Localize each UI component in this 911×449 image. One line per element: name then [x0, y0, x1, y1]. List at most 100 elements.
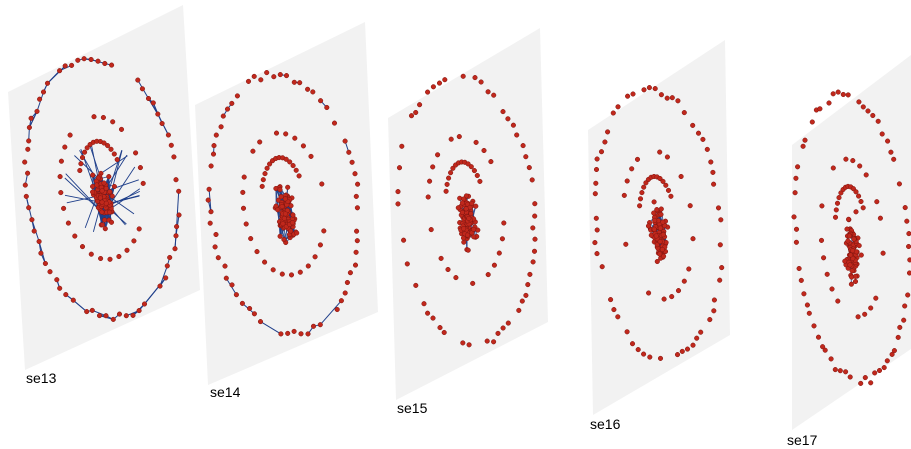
- network-node: [505, 116, 511, 122]
- network-node: [884, 358, 890, 364]
- network-node: [664, 95, 670, 101]
- network-node: [36, 238, 42, 245]
- network-node: [262, 259, 268, 265]
- network-node: [694, 335, 700, 341]
- network-node: [247, 305, 253, 312]
- network-node: [905, 292, 911, 298]
- network-node: [408, 113, 415, 119]
- network-node: [459, 209, 465, 216]
- network-node: [700, 136, 706, 142]
- network-node: [690, 122, 696, 128]
- network-node: [870, 112, 876, 119]
- network-node: [843, 369, 849, 375]
- network-node: [872, 370, 878, 376]
- network-node: [519, 298, 525, 304]
- network-node: [90, 172, 96, 178]
- network-node: [352, 262, 359, 268]
- network-node: [173, 177, 179, 183]
- network-node: [290, 163, 296, 169]
- network-node: [79, 244, 86, 250]
- network-node: [877, 215, 883, 221]
- network-node: [110, 316, 116, 322]
- network-node: [47, 269, 53, 275]
- network-node: [277, 72, 283, 78]
- network-node: [109, 62, 115, 68]
- network-node: [652, 86, 658, 92]
- network-node: [355, 181, 361, 187]
- network-node: [277, 233, 283, 239]
- network-node: [254, 249, 260, 255]
- network-node: [660, 232, 666, 238]
- network-node: [342, 138, 348, 144]
- network-node: [468, 164, 474, 170]
- network-node: [110, 119, 116, 125]
- network-node: [430, 84, 436, 90]
- layer-label-se17: se17: [787, 432, 818, 448]
- network-node: [845, 92, 851, 98]
- network-node: [77, 167, 83, 174]
- network-node: [173, 233, 179, 239]
- network-node: [660, 219, 666, 225]
- layer-label-se13: se13: [26, 370, 57, 386]
- network-node: [212, 244, 218, 250]
- network-node: [353, 193, 359, 199]
- network-node: [222, 263, 228, 269]
- network-node: [91, 114, 97, 120]
- network-node: [840, 91, 846, 98]
- network-node: [305, 331, 311, 337]
- network-node: [836, 195, 842, 201]
- network-node: [465, 161, 471, 167]
- layer-label-se15: se15: [397, 400, 428, 416]
- network-node: [61, 205, 67, 211]
- network-node: [847, 374, 853, 380]
- network-node: [473, 139, 479, 145]
- network-node: [795, 164, 801, 170]
- network-node: [695, 130, 702, 136]
- network-node: [852, 278, 859, 285]
- network-node: [310, 323, 317, 329]
- network-node: [496, 250, 502, 256]
- network-node: [107, 189, 113, 195]
- network-node: [888, 149, 894, 155]
- network-node: [136, 226, 142, 232]
- network-node: [310, 89, 316, 95]
- network-node: [308, 153, 314, 159]
- network-node: [678, 173, 684, 180]
- network-node: [283, 156, 289, 162]
- network-node: [445, 266, 451, 273]
- network-node: [25, 146, 31, 152]
- network-node: [801, 291, 807, 297]
- network-node: [102, 217, 108, 223]
- network-node: [58, 190, 64, 196]
- network-node: [116, 253, 122, 260]
- layer-label-se14: se14: [210, 384, 241, 400]
- network-node: [174, 224, 180, 230]
- network-node: [806, 310, 812, 316]
- network-node: [478, 79, 484, 85]
- network-node: [792, 190, 798, 196]
- network-node: [118, 126, 125, 132]
- network-node: [514, 132, 520, 138]
- network-node: [484, 338, 490, 344]
- network-node: [81, 56, 87, 62]
- network-node: [904, 218, 910, 224]
- network-node: [109, 193, 115, 199]
- network-edge: [65, 173, 103, 213]
- network-node: [108, 219, 115, 225]
- network-node: [646, 85, 652, 91]
- network-node: [63, 292, 69, 298]
- network-node: [675, 288, 682, 294]
- network-node: [277, 187, 283, 193]
- network-node: [846, 216, 852, 222]
- network-node: [906, 243, 911, 250]
- network-node: [241, 174, 247, 180]
- network-node: [123, 313, 129, 319]
- network-node: [176, 212, 182, 218]
- network-node: [44, 80, 51, 86]
- network-node: [137, 165, 143, 171]
- network-node: [273, 130, 280, 136]
- network-node: [94, 182, 100, 188]
- network-node: [213, 231, 219, 238]
- network-node: [283, 131, 289, 137]
- network-node: [283, 73, 290, 79]
